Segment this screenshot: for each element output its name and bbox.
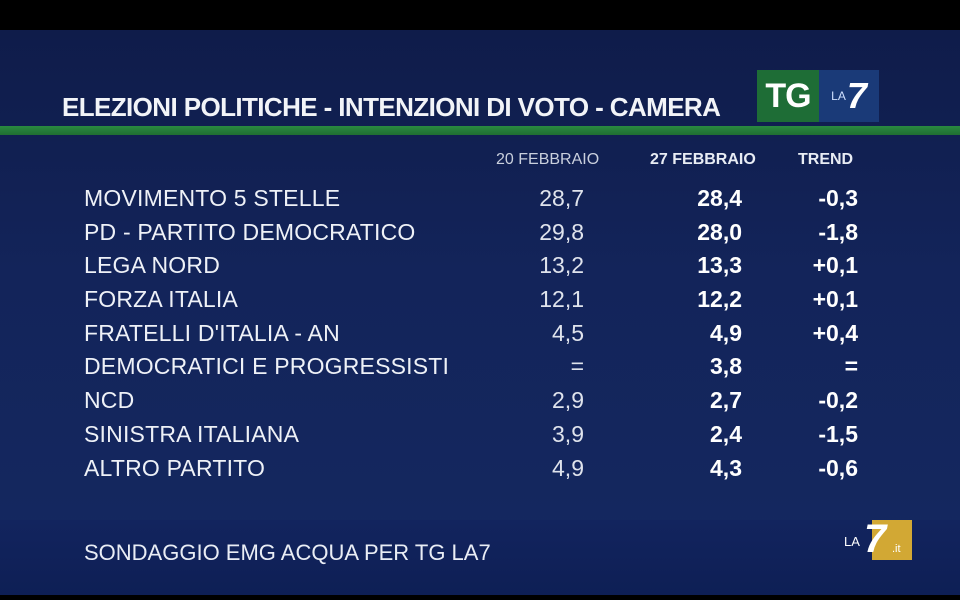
trend-value: +0,1 (812, 252, 858, 279)
trend-value: = (844, 353, 858, 380)
party-name: PD - PARTITO DEMOCRATICO (84, 218, 416, 245)
trend-value: -0,3 (818, 185, 858, 211)
value-feb20: 3,9 (552, 420, 584, 447)
value-feb20: 12,1 (539, 286, 584, 313)
party-name: DEMOCRATICI E PROGRESSISTI (84, 353, 450, 380)
poll-table: MOVIMENTO 5 STELLE 28,7 28,4 -0,3 PD - P… (0, 181, 960, 484)
value-feb27: 28,4 (697, 185, 742, 211)
column-header-feb27: 27 FEBBRAIO (650, 151, 756, 168)
watermark-it: .it (892, 543, 901, 555)
value-feb27: 13,3 (697, 252, 742, 279)
value-feb20: = (570, 353, 584, 380)
trend-value: +0,1 (812, 286, 858, 313)
trend-value: -1,5 (818, 420, 858, 447)
title-divider (0, 126, 960, 135)
trend-value: -1,8 (818, 218, 858, 245)
tg-logo: TG (757, 70, 819, 122)
party-name: NCD (84, 387, 135, 414)
trend-value: +0,4 (812, 319, 858, 346)
value-feb27: 4,3 (710, 454, 742, 481)
value-feb20: 28,7 (539, 185, 584, 211)
value-feb20: 4,9 (552, 454, 584, 481)
table-row: NCD 2,9 2,7 -0,2 (0, 383, 960, 417)
broadcast-frame: ELEZIONI POLITICHE - INTENZIONI DI VOTO … (0, 30, 960, 595)
party-name: MOVIMENTO 5 STELLE (84, 185, 341, 211)
table-row: FORZA ITALIA 12,1 12,2 +0,1 (0, 282, 960, 316)
value-feb27: 4,9 (710, 319, 742, 346)
value-feb20: 2,9 (552, 387, 584, 414)
watermark-la: LA (844, 534, 860, 549)
party-name: ALTRO PARTITO (84, 454, 266, 481)
watermark-seven: 7 (864, 517, 888, 561)
la7-logo-la: LA (831, 89, 846, 103)
party-name: FRATELLI D'ITALIA - AN (84, 319, 340, 346)
column-header-trend: TREND (798, 151, 854, 168)
value-feb20: 4,5 (552, 319, 584, 346)
source-bar: SONDAGGIO EMG ACQUA PER TG LA7 LA 7 .it (0, 517, 960, 595)
table-row: DEMOCRATICI E PROGRESSISTI = 3,8 = (0, 349, 960, 383)
la7-logo: LA 7 (819, 70, 879, 122)
column-header-feb20: 20 FEBBRAIO (496, 151, 600, 168)
value-feb20: 29,8 (539, 218, 584, 245)
value-feb27: 2,4 (710, 420, 742, 447)
table-row: FRATELLI D'ITALIA - AN 4,5 4,9 +0,4 (0, 316, 960, 350)
table-row: MOVIMENTO 5 STELLE 28,7 28,4 -0,3 (0, 181, 960, 215)
value-feb20: 13,2 (539, 252, 584, 279)
party-name: FORZA ITALIA (84, 286, 239, 313)
party-name: LEGA NORD (84, 252, 221, 279)
table-row: PD - PARTITO DEMOCRATICO 29,8 28,0 -1,8 (0, 215, 960, 249)
la7-watermark-icon: LA 7 .it (844, 517, 912, 561)
value-feb27: 3,8 (710, 353, 742, 380)
value-feb27: 12,2 (697, 286, 742, 313)
trend-value: -0,6 (818, 454, 858, 481)
page-title: ELEZIONI POLITICHE - INTENZIONI DI VOTO … (62, 92, 721, 122)
party-name: SINISTRA ITALIANA (84, 420, 300, 447)
value-feb27: 2,7 (710, 387, 742, 414)
la7-logo-seven: 7 (846, 75, 867, 116)
table-row: ALTRO PARTITO 4,9 4,3 -0,6 (0, 451, 960, 485)
value-feb27: 28,0 (697, 218, 742, 245)
table-row: LEGA NORD 13,2 13,3 +0,1 (0, 248, 960, 282)
source-caption: SONDAGGIO EMG ACQUA PER TG LA7 (84, 540, 491, 565)
trend-value: -0,2 (818, 387, 858, 414)
table-row: SINISTRA ITALIANA 3,9 2,4 -1,5 (0, 417, 960, 451)
